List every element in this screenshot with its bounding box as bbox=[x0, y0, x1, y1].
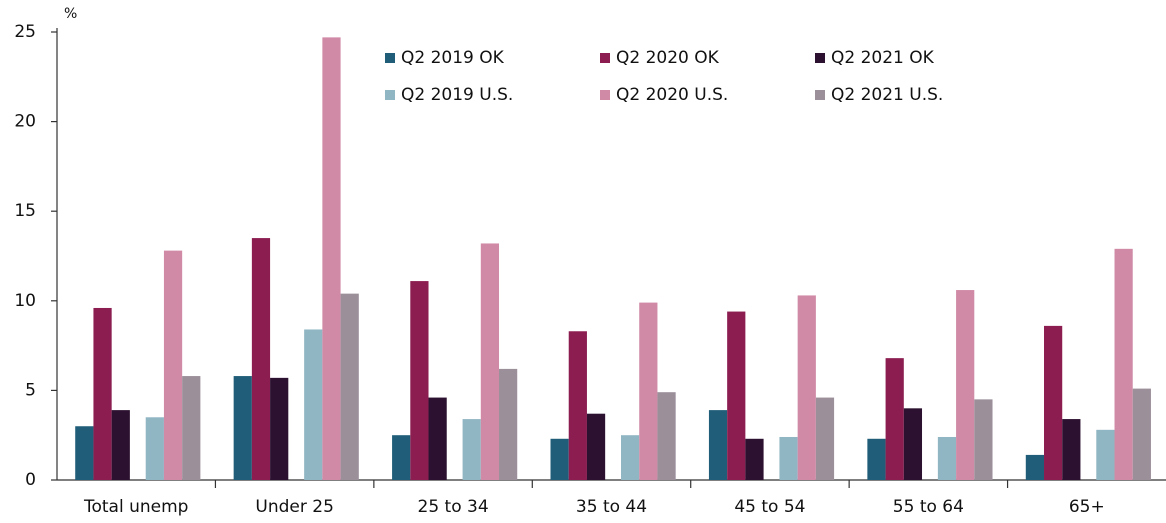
bar bbox=[251, 238, 271, 480]
bar bbox=[340, 293, 359, 480]
bar bbox=[145, 417, 164, 480]
bar bbox=[885, 358, 904, 480]
bar bbox=[550, 438, 569, 480]
bar bbox=[708, 410, 728, 480]
bar bbox=[1114, 248, 1133, 480]
y-tick-label: 25 bbox=[14, 22, 36, 42]
bar bbox=[779, 436, 798, 480]
y-tick-label: 0 bbox=[25, 470, 36, 490]
bar bbox=[974, 399, 993, 480]
legend-label: Q2 2019 OK bbox=[401, 48, 505, 68]
legend-swatch bbox=[600, 53, 610, 63]
bar bbox=[956, 290, 975, 480]
bar bbox=[1044, 325, 1063, 480]
bar bbox=[639, 302, 658, 480]
bar bbox=[499, 368, 518, 480]
bar bbox=[233, 376, 252, 480]
bar bbox=[815, 397, 835, 480]
legend-swatch bbox=[600, 90, 610, 100]
legend-label: Q2 2021 OK bbox=[831, 48, 935, 68]
legend-label: Q2 2020 OK bbox=[616, 48, 720, 68]
bar bbox=[182, 376, 201, 480]
bar bbox=[1062, 419, 1081, 480]
bar bbox=[163, 250, 183, 480]
bar bbox=[745, 438, 764, 480]
legend-label: Q2 2021 U.S. bbox=[831, 85, 943, 105]
x-tick-label: 25 to 34 bbox=[418, 497, 489, 517]
bar bbox=[568, 331, 587, 480]
bar bbox=[903, 408, 923, 480]
bar bbox=[462, 419, 481, 480]
y-tick-label: 15 bbox=[14, 201, 36, 221]
x-tick-label: 45 to 54 bbox=[734, 497, 805, 517]
legend-swatch bbox=[385, 90, 395, 100]
bar bbox=[270, 377, 289, 480]
x-tick-label: 35 to 44 bbox=[576, 497, 647, 517]
bar bbox=[797, 295, 816, 480]
bar bbox=[586, 413, 606, 480]
legend-swatch bbox=[815, 90, 825, 100]
bar bbox=[1096, 429, 1115, 480]
x-tick-label: 65+ bbox=[1069, 497, 1105, 517]
legend-label: Q2 2020 U.S. bbox=[616, 85, 728, 105]
bar bbox=[75, 426, 94, 480]
bar bbox=[727, 311, 746, 480]
legend-label: Q2 2019 U.S. bbox=[401, 85, 513, 105]
x-tick-label: Under 25 bbox=[255, 497, 334, 517]
y-tick-label: 10 bbox=[14, 291, 36, 311]
bar bbox=[111, 410, 130, 480]
bar bbox=[322, 37, 341, 480]
bar bbox=[93, 307, 112, 480]
bar bbox=[428, 397, 447, 480]
x-tick-label: 55 to 64 bbox=[893, 497, 964, 517]
bar bbox=[304, 329, 323, 480]
legend-swatch bbox=[815, 53, 825, 63]
y-tick-label: 5 bbox=[25, 380, 36, 400]
bar bbox=[621, 435, 640, 480]
bar bbox=[1132, 388, 1151, 480]
bar bbox=[410, 281, 429, 480]
bar bbox=[937, 436, 957, 480]
legend-swatch bbox=[385, 53, 395, 63]
bar bbox=[1025, 454, 1045, 480]
bar bbox=[867, 438, 886, 480]
bar bbox=[392, 435, 411, 480]
x-tick-label: Total unemp bbox=[83, 497, 188, 517]
y-unit: % bbox=[64, 6, 77, 22]
bar bbox=[480, 243, 500, 480]
y-tick-label: 20 bbox=[14, 112, 36, 132]
bar bbox=[657, 392, 676, 480]
